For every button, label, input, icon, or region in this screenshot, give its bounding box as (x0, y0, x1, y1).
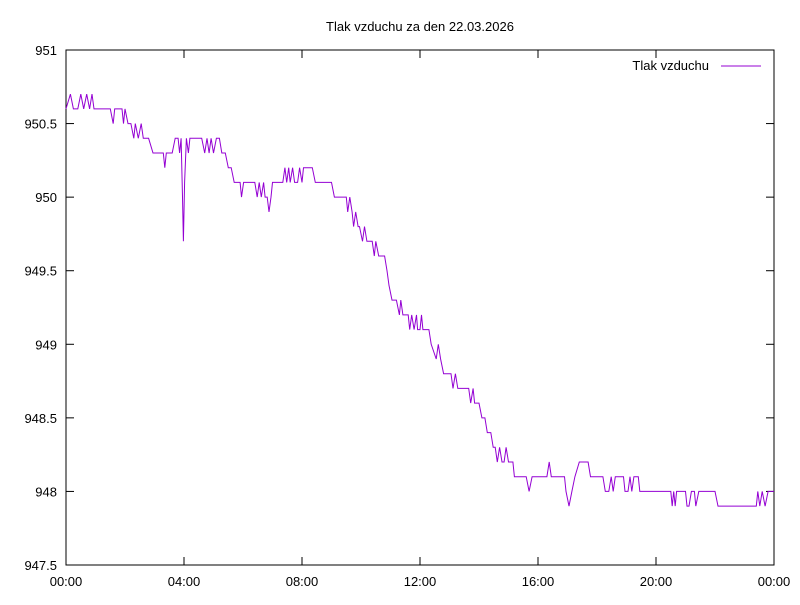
chart-title: Tlak vzduchu za den 22.03.2026 (326, 19, 514, 34)
x-tick-label: 04:00 (168, 574, 201, 589)
x-tick-label: 20:00 (640, 574, 673, 589)
series-line (65, 93, 774, 507)
x-tick-label: 12:00 (404, 574, 437, 589)
y-tick-label: 947.5 (24, 558, 57, 573)
series-lines (65, 93, 774, 507)
x-tick-label: 08:00 (286, 574, 319, 589)
y-tick-label: 948.5 (24, 411, 57, 426)
x-tick-label: 00:00 (758, 574, 791, 589)
legend: Tlak vzduchu (632, 58, 761, 73)
y-tick-label: 949 (35, 337, 57, 352)
x-tick-label: 00:00 (50, 574, 83, 589)
y-tick-label: 949.5 (24, 264, 57, 279)
y-tick-label: 951 (35, 43, 57, 58)
axis-ticks: 947.5 948 948.5 949 949.5 950 950.5 951 00:00 04:… (24, 43, 790, 589)
y-tick-label: 950 (35, 190, 57, 205)
y-tick-label: 950.5 (24, 117, 57, 132)
x-tick-label: 16:00 (522, 574, 555, 589)
y-tick-label: 948 (35, 484, 57, 499)
legend-label: Tlak vzduchu (632, 58, 709, 73)
